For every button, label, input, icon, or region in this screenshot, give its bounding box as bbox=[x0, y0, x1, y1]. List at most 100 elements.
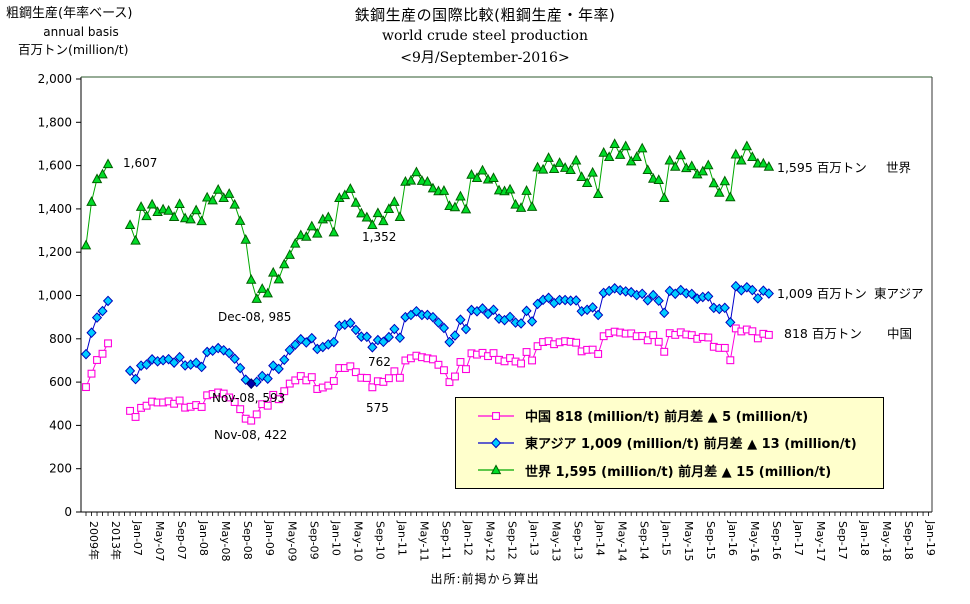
world-triangle-marker bbox=[91, 173, 103, 184]
chart-title-block: 鉄鋼生産の国際比較(粗鋼生産・年率) world crude steel pro… bbox=[250, 4, 720, 67]
east-asia-diamond-marker bbox=[372, 334, 383, 346]
east-asia-diamond-marker bbox=[235, 362, 246, 374]
world-triangle-marker bbox=[207, 194, 218, 205]
east-asia-diamond-marker bbox=[389, 323, 400, 335]
east-asia-diamond-marker bbox=[91, 312, 103, 323]
world-triangle-marker bbox=[598, 146, 609, 157]
world-triangle-marker bbox=[592, 188, 604, 199]
world-triangle-marker bbox=[212, 183, 224, 194]
east-asia-diamond-marker bbox=[394, 332, 405, 344]
point-annotation: Nov-08, 593 bbox=[212, 391, 285, 405]
world-triangle-marker bbox=[168, 211, 180, 222]
point-annotation: 575 bbox=[366, 401, 389, 415]
world-triangle-marker bbox=[614, 149, 626, 159]
east-asia-diamond-marker bbox=[460, 323, 472, 335]
china-square-marker bbox=[492, 411, 500, 420]
china-square-marker bbox=[445, 378, 454, 387]
china-square-marker bbox=[236, 405, 245, 414]
east-asia-diamond-marker bbox=[306, 332, 317, 344]
x-tick-label: May-18 bbox=[880, 521, 893, 562]
china-square-marker bbox=[225, 393, 234, 402]
east-asia-diamond-marker bbox=[86, 327, 97, 339]
x-tick-label: Jan-19 bbox=[924, 520, 937, 556]
legend-entry-china: 中国 818 (million/t) 前月差 ▲ 5 (million/t) bbox=[476, 406, 883, 425]
world-triangle-marker bbox=[636, 142, 648, 153]
world-triangle-marker bbox=[758, 157, 769, 168]
chart-title-date: <9月/September-2016> bbox=[400, 50, 570, 66]
world-triangle-marker bbox=[196, 215, 207, 226]
y-tick-label: 1,000 bbox=[38, 289, 72, 303]
east-asia-diamond-marker bbox=[752, 292, 763, 304]
y-tick-label: 1,200 bbox=[38, 245, 72, 259]
world-triangle-marker bbox=[537, 163, 549, 174]
world-triangle-marker bbox=[703, 159, 714, 170]
world-triangle-marker bbox=[245, 274, 257, 284]
legend-label-china: 中国 818 (million/t) 前月差 ▲ 5 (million/t) bbox=[525, 410, 809, 426]
world-triangle-marker bbox=[350, 196, 362, 207]
x-tick-label: May-15 bbox=[682, 521, 695, 562]
x-tick-label: Sep-14 bbox=[638, 521, 651, 560]
world-triangle-marker bbox=[510, 198, 521, 209]
world-triangle-marker bbox=[521, 185, 532, 195]
x-tick-label: Jan-08 bbox=[197, 520, 210, 556]
world-triangle-marker bbox=[234, 215, 246, 225]
series-end-value-label: 1,009 百万トン bbox=[777, 286, 867, 301]
world-triangle-marker bbox=[323, 211, 334, 222]
world-triangle-marker bbox=[290, 237, 301, 248]
china-square-marker bbox=[104, 339, 112, 348]
east-asia-diamond-marker bbox=[411, 305, 422, 317]
china-square-marker bbox=[462, 365, 470, 374]
china-square-marker bbox=[126, 406, 135, 415]
world-triangle-marker bbox=[730, 148, 742, 159]
china-square-marker bbox=[390, 367, 399, 376]
x-tick-label: Jan-14 bbox=[594, 520, 607, 556]
east-asia-diamond-marker bbox=[80, 348, 92, 360]
series-east_asia bbox=[80, 280, 774, 389]
world-triangle-marker bbox=[504, 183, 516, 194]
x-tick-label: Jan-13 bbox=[528, 520, 541, 556]
highlighted-trough-marker bbox=[246, 378, 257, 389]
east-asia-diamond-marker bbox=[141, 359, 152, 370]
east-asia-diamond-marker bbox=[609, 283, 620, 294]
legend-entry-east-asia: 東アジア 1,009 (million/t) 前月差 ▲ 13 (million… bbox=[476, 433, 883, 452]
world-triangle-marker bbox=[444, 200, 455, 210]
legend-entry-world: 世界 1,595 (million/t) 前月差 ▲ 15 (million/t… bbox=[476, 461, 883, 480]
china-square-marker bbox=[588, 345, 597, 354]
world-triangle-marker bbox=[427, 182, 439, 193]
china-square-marker bbox=[428, 355, 437, 364]
point-annotation: 1,607 bbox=[123, 156, 157, 170]
world-triangle-marker bbox=[124, 219, 136, 230]
east-asia-diamond-marker bbox=[444, 336, 455, 348]
legend-marker-china-square-icon bbox=[478, 411, 514, 420]
east-asia-diamond-marker bbox=[378, 336, 389, 348]
world-triangle-marker bbox=[548, 163, 560, 173]
series-end-value-label: 1,595 百万トン bbox=[777, 160, 867, 175]
east-asia-diamond-marker bbox=[477, 303, 488, 314]
x-tick-label: Sep-07 bbox=[175, 521, 188, 560]
x-tick-label: Sep-08 bbox=[241, 521, 254, 560]
world-triangle-marker bbox=[477, 164, 488, 175]
y-tick-label: 0 bbox=[64, 505, 72, 519]
china-square-marker bbox=[456, 358, 465, 366]
china-square-marker bbox=[649, 331, 658, 340]
east-asia-diamond-marker bbox=[229, 353, 240, 365]
x-tick-label: Jan-18 bbox=[858, 520, 871, 556]
east-asia-diamond-marker bbox=[642, 294, 653, 306]
x-tick-label: Jan-17 bbox=[792, 520, 805, 556]
world-triangle-marker bbox=[229, 198, 240, 209]
china-square-marker bbox=[643, 336, 652, 345]
world-triangle-marker bbox=[223, 188, 235, 198]
world-triangle-marker bbox=[570, 154, 582, 165]
east-asia-diamond-marker bbox=[345, 317, 356, 329]
world-triangle-marker bbox=[328, 226, 340, 237]
east-asia-diamond-marker bbox=[301, 337, 312, 348]
world-triangle-marker bbox=[367, 219, 378, 230]
series-end-name-label: 世界 bbox=[886, 160, 912, 175]
series-end-value-label: 818 百万トン bbox=[784, 326, 862, 341]
y-tick-label: 800 bbox=[49, 332, 72, 346]
world-triangle-marker bbox=[554, 157, 565, 167]
world-triangle-marker bbox=[581, 177, 593, 188]
x-tick-label: Jan-09 bbox=[263, 520, 276, 556]
world-triangle-marker bbox=[460, 203, 472, 214]
